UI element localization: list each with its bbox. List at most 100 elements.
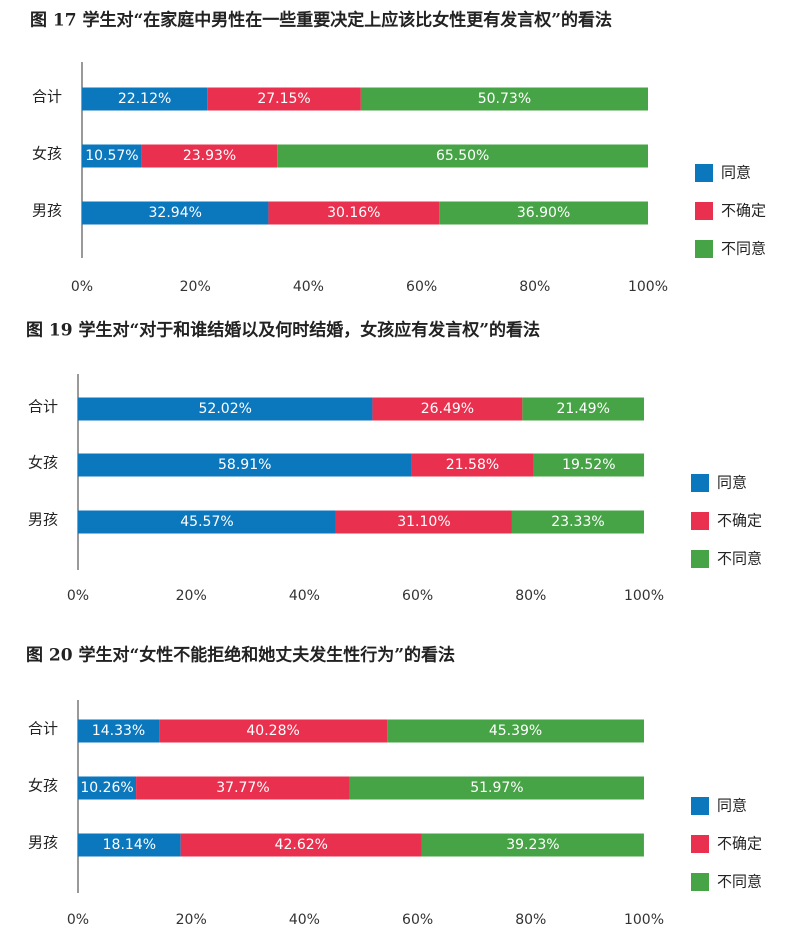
value-label: 30.16% <box>327 205 380 221</box>
x-tick-label: 60% <box>402 912 433 928</box>
x-tick-label: 20% <box>176 588 207 604</box>
bar-segment <box>439 201 648 225</box>
category-label: 女孩 <box>28 777 58 795</box>
legend-label: 同意 <box>717 797 747 815</box>
legend-label: 同意 <box>721 164 751 182</box>
legend-swatch <box>691 474 709 492</box>
value-label: 36.90% <box>517 205 570 221</box>
value-label: 21.58% <box>446 457 499 473</box>
x-tick-label: 80% <box>515 588 546 604</box>
value-label: 51.97% <box>470 780 523 796</box>
value-label: 23.93% <box>183 148 236 164</box>
bar-segment <box>360 87 648 111</box>
value-label: 10.57% <box>85 148 138 164</box>
bar-segment <box>207 87 361 111</box>
legend-label: 不同意 <box>721 240 766 258</box>
legend-swatch <box>691 797 709 815</box>
x-tick-label: 40% <box>289 588 320 604</box>
x-tick-label: 100% <box>624 588 664 604</box>
bar-segment <box>387 719 644 743</box>
bar-segment <box>180 833 422 857</box>
bar-segment <box>82 87 208 111</box>
category-label: 合计 <box>28 398 58 416</box>
chart-title: 图 19 学生对“对于和谁结婚以及何时结婚，女孩应有发言权”的看法 <box>26 320 540 341</box>
value-label: 19.52% <box>562 457 615 473</box>
category-label: 合计 <box>28 720 58 738</box>
category-label: 男孩 <box>28 511 58 529</box>
value-label: 37.77% <box>216 780 269 796</box>
legend-swatch <box>691 550 709 568</box>
legend-swatch <box>691 835 709 853</box>
chart-title: 图 17 学生对“在家庭中男性在一些重要决定上应该比女性更有发言权”的看法 <box>30 10 612 31</box>
value-label: 58.91% <box>218 457 271 473</box>
bar-segment <box>78 397 373 421</box>
legend-label: 不确定 <box>717 512 762 530</box>
value-label: 23.33% <box>551 514 604 530</box>
legend-label: 不同意 <box>717 550 762 568</box>
value-label: 32.94% <box>149 205 202 221</box>
x-tick-label: 60% <box>406 279 437 295</box>
x-tick-label: 0% <box>67 912 89 928</box>
value-label: 21.49% <box>556 401 609 417</box>
x-tick-label: 100% <box>628 279 668 295</box>
value-label: 26.49% <box>421 401 474 417</box>
x-tick-label: 0% <box>71 279 93 295</box>
category-label: 女孩 <box>32 145 62 163</box>
bar-segment <box>372 397 523 421</box>
x-tick-label: 40% <box>289 912 320 928</box>
value-label: 65.50% <box>436 148 489 164</box>
value-label: 40.28% <box>246 723 299 739</box>
x-tick-label: 0% <box>67 588 89 604</box>
chart-title: 图 20 学生对“女性不能拒绝和她丈夫发生性行为”的看法 <box>26 645 455 666</box>
value-label: 27.15% <box>257 91 310 107</box>
legend-swatch <box>691 512 709 530</box>
x-tick-label: 100% <box>624 912 664 928</box>
category-label: 女孩 <box>28 454 58 472</box>
x-tick-label: 80% <box>515 912 546 928</box>
value-label: 39.23% <box>506 837 559 853</box>
bar-segment <box>335 510 512 534</box>
bar-segment <box>136 776 350 800</box>
value-label: 50.73% <box>478 91 531 107</box>
bar-segment <box>533 453 645 477</box>
value-label: 42.62% <box>275 837 328 853</box>
legend-swatch <box>695 202 713 220</box>
x-tick-label: 40% <box>293 279 324 295</box>
category-label: 合计 <box>32 88 62 106</box>
bar-segment <box>141 144 278 168</box>
bar-segment <box>349 776 644 800</box>
legend-label: 不确定 <box>717 835 762 853</box>
bar-segment <box>78 833 181 857</box>
legend-swatch <box>695 164 713 182</box>
bar-segment <box>277 144 648 168</box>
value-label: 45.57% <box>180 514 233 530</box>
category-label: 男孩 <box>28 834 58 852</box>
x-tick-label: 20% <box>176 912 207 928</box>
bar-segment <box>511 510 644 534</box>
value-label: 31.10% <box>397 514 450 530</box>
bar-segment <box>421 833 644 857</box>
category-label: 男孩 <box>32 202 62 220</box>
legend-swatch <box>691 873 709 891</box>
legend-swatch <box>695 240 713 258</box>
legend-label: 同意 <box>717 474 747 492</box>
bar-segment <box>78 719 160 743</box>
bar-segment <box>268 201 440 225</box>
bar-segment <box>159 719 388 743</box>
value-label: 14.33% <box>92 723 145 739</box>
value-label: 52.02% <box>199 401 252 417</box>
legend-label: 不确定 <box>721 202 766 220</box>
x-tick-label: 20% <box>180 279 211 295</box>
bar-segment <box>522 397 644 421</box>
bar-segment <box>411 453 534 477</box>
bar-segment <box>82 144 142 168</box>
bar-segment <box>78 510 336 534</box>
value-label: 45.39% <box>489 723 542 739</box>
bar-segment <box>78 776 137 800</box>
bar-segment <box>82 201 269 225</box>
legend-label: 不同意 <box>717 873 762 891</box>
x-tick-label: 80% <box>519 279 550 295</box>
x-tick-label: 60% <box>402 588 433 604</box>
bar-segment <box>78 453 412 477</box>
